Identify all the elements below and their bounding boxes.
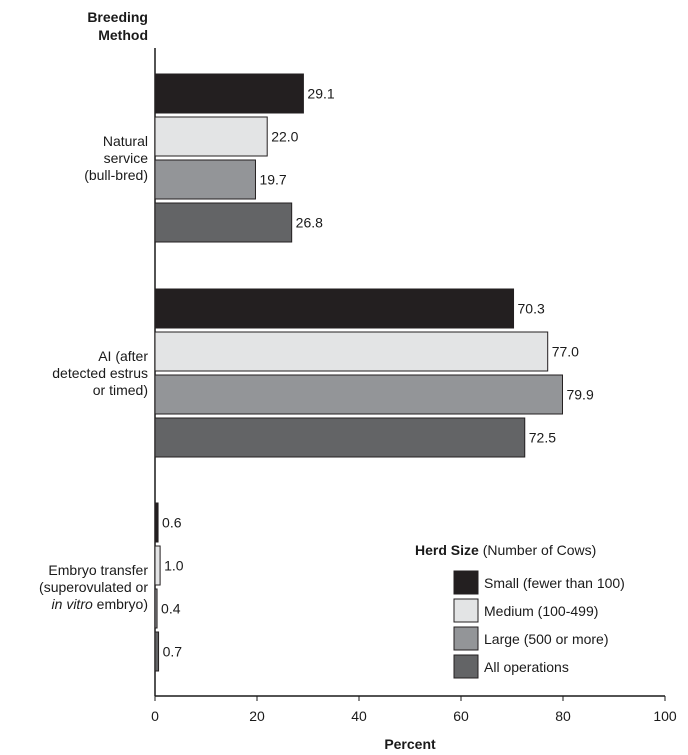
value-labels-group: 29.1 22.0 19.7 26.8 70.3 77.0 79.9 72.5 0.6 1.0 0.… bbox=[161, 86, 594, 660]
value-label-1-3: 19.7 bbox=[259, 172, 286, 188]
legend-label-4: All operations bbox=[484, 659, 569, 675]
y-axis-title-line-2: Method bbox=[98, 27, 148, 43]
x-axis-title: Percent bbox=[384, 736, 436, 752]
bar-1-4 bbox=[154, 202, 293, 243]
value-label-1-1: 29.1 bbox=[307, 86, 334, 102]
bar-2-1 bbox=[154, 288, 515, 329]
value-label-3-4: 0.7 bbox=[163, 644, 183, 660]
y-axis-title-line-1: Breeding bbox=[87, 9, 148, 25]
legend-label-3: Large (500 or more) bbox=[484, 631, 609, 647]
category-label-1-line-3: (bull-bred) bbox=[84, 167, 148, 183]
category-label-2-line-2: detected estrus bbox=[52, 365, 148, 381]
value-label-1-4: 26.8 bbox=[296, 215, 323, 231]
bar-3-2 bbox=[154, 545, 161, 586]
value-label-3-1: 0.6 bbox=[162, 515, 182, 531]
value-label-2-3: 79.9 bbox=[566, 387, 593, 403]
value-label-2-2: 77.0 bbox=[552, 344, 579, 360]
legend-title: Herd Size (Number of Cows) bbox=[415, 542, 596, 558]
bar-3-1 bbox=[154, 502, 159, 543]
legend-items: Small (fewer than 100) Medium (100-499) La… bbox=[453, 570, 625, 679]
value-label-2-1: 70.3 bbox=[518, 301, 545, 317]
category-label-rest: embryo) bbox=[93, 596, 148, 612]
x-tick-label-100: 100 bbox=[653, 708, 677, 724]
category-label-1-line-1: Natural bbox=[103, 133, 148, 149]
legend-swatch-3 bbox=[453, 626, 479, 651]
x-tick-label-60: 60 bbox=[453, 708, 469, 724]
legend: Herd Size (Number of Cows) Small (fewer … bbox=[415, 542, 625, 679]
value-label-3-2: 1.0 bbox=[164, 558, 184, 574]
category-label-3-line-2: (superovulated or bbox=[39, 579, 148, 595]
italic-in-vitro: in vitro bbox=[52, 596, 93, 612]
category-label-3-line-3: in vitro embryo) bbox=[52, 596, 148, 612]
legend-label-2: Medium (100-499) bbox=[484, 603, 598, 619]
bar-1-2 bbox=[154, 116, 268, 157]
bar-2-4 bbox=[154, 417, 526, 458]
x-tick-label-40: 40 bbox=[351, 708, 367, 724]
category-label-2-line-3: or timed) bbox=[93, 382, 148, 398]
legend-title-rest: (Number of Cows) bbox=[479, 542, 596, 558]
x-tick-label-20: 20 bbox=[249, 708, 265, 724]
category-label-1-line-2: service bbox=[104, 150, 149, 166]
x-ticks-group: 0 20 40 60 80 100 bbox=[151, 696, 677, 724]
x-tick-label-80: 80 bbox=[555, 708, 571, 724]
bar-2-2 bbox=[154, 331, 549, 372]
bar-2-3 bbox=[154, 374, 563, 415]
bar-3-3 bbox=[154, 588, 158, 629]
bar-1-3 bbox=[154, 159, 256, 200]
bars-group bbox=[154, 73, 563, 672]
value-label-2-4: 72.5 bbox=[529, 430, 556, 446]
legend-swatch-2 bbox=[453, 598, 479, 623]
category-label-3-line-1: Embryo transfer bbox=[48, 562, 148, 578]
value-label-3-3: 0.4 bbox=[161, 601, 181, 617]
category-label-2-line-1: AI (after bbox=[98, 348, 148, 364]
legend-swatch-4 bbox=[453, 654, 479, 679]
legend-label-1: Small (fewer than 100) bbox=[484, 575, 625, 591]
bar-1-1 bbox=[154, 73, 304, 114]
legend-title-bold: Herd Size bbox=[415, 542, 479, 558]
legend-swatch-1 bbox=[453, 570, 479, 595]
bar-3-4 bbox=[154, 631, 160, 672]
x-tick-label-0: 0 bbox=[151, 708, 159, 724]
value-label-1-2: 22.0 bbox=[271, 129, 298, 145]
